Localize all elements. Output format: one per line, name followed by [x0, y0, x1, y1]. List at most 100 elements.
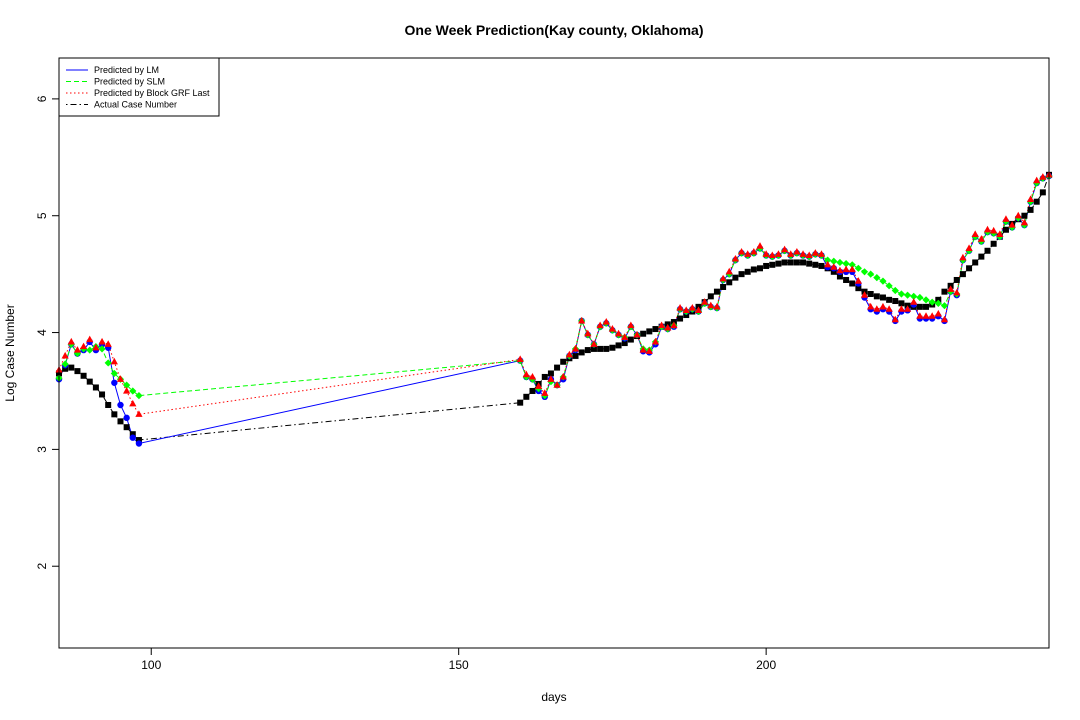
data-point-3-5	[86, 335, 94, 343]
data-point-0-71	[867, 291, 874, 297]
data-point-2-8	[104, 359, 112, 367]
data-point-3-31	[621, 333, 629, 340]
data-point-3-30	[614, 329, 623, 337]
data-point-3-67	[842, 265, 850, 273]
data-point-1-12	[129, 434, 136, 441]
legend-label-0: Predicted by LM	[94, 65, 159, 75]
data-point-3-6	[92, 343, 100, 351]
data-point-3-37	[658, 321, 666, 329]
data-point-2-68	[848, 261, 856, 269]
data-point-3-74	[885, 305, 893, 312]
data-point-0-18	[541, 373, 548, 380]
data-point-0-2	[68, 364, 75, 371]
data-point-0-21	[560, 358, 567, 365]
y-tick-label-3: 5	[35, 212, 49, 219]
data-point-0-34	[640, 330, 647, 337]
y-tick-label-4: 6	[35, 95, 49, 102]
data-point-3-68	[848, 265, 856, 273]
data-point-3-38	[664, 323, 672, 331]
data-point-3-93	[1002, 215, 1010, 222]
data-point-0-16	[529, 387, 536, 394]
data-point-3-56	[774, 250, 783, 257]
data-point-0-28	[603, 345, 610, 352]
data-point-3-18	[541, 389, 549, 396]
data-point-0-54	[763, 262, 770, 269]
data-point-2-73	[879, 277, 887, 285]
data-point-3-46	[713, 302, 721, 310]
data-point-1-9	[111, 379, 118, 386]
data-point-3-23	[571, 344, 580, 352]
data-point-0-10	[117, 418, 124, 425]
series-line-3	[58, 174, 1050, 415]
data-point-2-82	[934, 299, 942, 307]
data-point-0-15	[523, 393, 530, 400]
data-point-0-85	[953, 276, 960, 283]
data-point-0-4	[80, 372, 87, 379]
data-point-0-73	[879, 294, 886, 301]
data-point-2-83	[940, 302, 949, 310]
data-point-3-83	[940, 315, 949, 323]
data-point-0-99	[1039, 189, 1046, 196]
data-point-3-63	[817, 250, 826, 257]
data-point-3-13	[135, 410, 143, 417]
data-point-0-25	[584, 347, 591, 354]
data-point-3-50	[737, 247, 746, 255]
data-point-3-40	[676, 304, 684, 311]
data-point-3-98	[1033, 176, 1041, 184]
data-point-0-59	[793, 259, 800, 266]
data-point-3-73	[879, 302, 887, 310]
data-point-3-78	[910, 298, 918, 305]
data-point-0-62	[812, 261, 819, 268]
data-point-3-71	[867, 302, 875, 310]
data-point-0-86	[959, 271, 966, 278]
data-point-3-52	[750, 247, 758, 255]
data-point-3-89	[977, 235, 985, 242]
data-point-2-70	[860, 268, 869, 276]
data-point-3-99	[1039, 173, 1047, 180]
data-point-0-46	[713, 288, 720, 295]
data-point-3-94	[1008, 221, 1016, 228]
data-point-0-89	[978, 253, 985, 260]
data-point-0-30	[615, 342, 622, 349]
data-point-0-7	[99, 391, 106, 398]
data-point-3-43	[694, 306, 703, 313]
data-point-0-5	[86, 378, 93, 385]
data-point-0-31	[621, 340, 628, 347]
data-point-0-32	[627, 336, 634, 343]
data-point-3-65	[830, 263, 838, 270]
data-point-0-74	[886, 296, 893, 303]
data-point-3-8	[104, 340, 112, 347]
legend-label-2: Predicted by Block GRF Last	[94, 88, 210, 98]
data-point-3-57	[780, 245, 789, 253]
data-point-3-97	[1026, 195, 1035, 202]
data-point-0-68	[849, 280, 856, 287]
data-point-0-66	[836, 273, 843, 280]
data-point-0-53	[756, 265, 763, 272]
data-point-0-24	[578, 349, 585, 356]
data-point-3-75	[891, 315, 899, 323]
data-point-3-27	[596, 321, 604, 329]
data-point-3-22	[565, 350, 573, 358]
data-point-3-4	[79, 342, 88, 350]
axes-layer: 100 150 200 2 3 4 5 6	[35, 95, 776, 672]
data-point-0-40	[677, 315, 684, 322]
data-point-2-7	[98, 345, 106, 353]
data-point-0-55	[769, 261, 776, 268]
data-point-3-2	[67, 337, 75, 345]
data-point-0-26	[590, 345, 597, 352]
data-point-2-75	[891, 286, 899, 295]
data-point-0-65	[830, 268, 837, 275]
data-point-0-13	[135, 437, 142, 444]
data-point-2-5	[86, 346, 94, 354]
data-point-3-53	[756, 242, 764, 249]
data-point-3-76	[897, 305, 906, 312]
data-point-3-88	[971, 230, 979, 238]
y-axis-label: Log Case Number	[3, 304, 17, 401]
data-point-2-64	[824, 256, 832, 264]
data-point-3-64	[824, 260, 832, 268]
data-point-0-88	[972, 259, 979, 266]
data-point-2-69	[854, 264, 862, 272]
legend-box	[58, 57, 220, 117]
data-point-0-63	[818, 262, 825, 269]
